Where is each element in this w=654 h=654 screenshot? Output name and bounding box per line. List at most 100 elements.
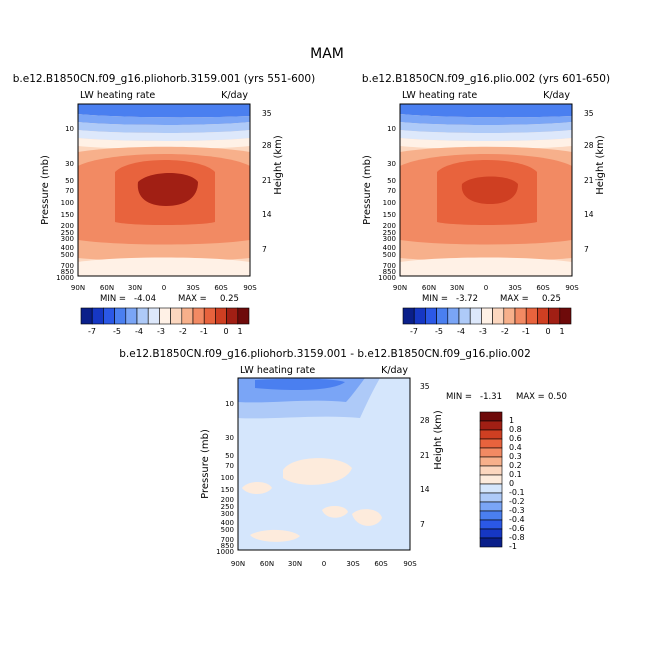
panel-c-colorbar-swatch <box>479 474 503 485</box>
panel-b-colorbar-swatch <box>436 307 449 325</box>
panel-a: b.e12.B1850CN.f09_g16.pliohorb.3159.001 … <box>13 73 315 336</box>
panel-c-colorbar-swatch <box>479 465 503 476</box>
panel-a-colorbar-swatch <box>114 307 127 325</box>
panel-b-p-tick: 10 <box>387 125 396 133</box>
panel-c-p-tick: 1000 <box>216 548 234 556</box>
panel-b-colorbar-swatch <box>402 307 415 325</box>
panel-c-colorbar-swatch <box>479 501 503 512</box>
panel-c-p-tick: 10 <box>225 400 234 408</box>
season-title: MAM <box>310 46 344 62</box>
panel-a-h-tick: 21 <box>262 176 272 185</box>
panel-a-colorbar-swatch <box>91 307 104 325</box>
panel-b-x-tick: 30N <box>450 284 464 292</box>
panel-b-x-tick: 90N <box>393 284 407 292</box>
panel-b-colorbar-swatch <box>447 307 460 325</box>
panel-b-colorbar-swatch <box>458 307 471 325</box>
panel-c-cb-label: 1 <box>509 416 514 425</box>
panel-c: b.e12.B1850CN.f09_g16.pliohorb.3159.001 … <box>119 348 567 568</box>
panel-b-p-tick: 100 <box>383 199 396 207</box>
panel-a-p-tick: 200 <box>61 222 74 230</box>
panel-b-cb-label: 0 <box>545 327 550 336</box>
panel-b-x-tick: 60S <box>536 284 550 292</box>
panel-b-ylabel: Pressure (mb) <box>362 155 373 225</box>
panel-a-p-tick: 250 <box>61 229 74 237</box>
panel-a-x-tick: 90N <box>71 284 85 292</box>
panel-c-min-value: -1.31 <box>480 392 502 402</box>
panel-c-colorbar-swatch <box>479 492 503 503</box>
panel-b-h-ticks: 35 28 21 14 7 <box>584 109 594 254</box>
panel-b-x-ticks: 90N 60N 30N 0 30S 60S 90S <box>393 284 579 292</box>
panel-c-x-ticks: 90N 60N 30N 0 30S 60S 90S <box>231 560 417 568</box>
panel-c-colorbar-swatch <box>479 528 503 539</box>
panel-c-x-tick: 30S <box>346 560 360 568</box>
panel-a-stats: MIN = -4.04 MAX = 0.25 <box>100 294 239 304</box>
panel-a-colorbar-swatch <box>125 307 138 325</box>
panel-c-cb-label: 0 <box>509 479 514 488</box>
panel-a-x-tick: 90S <box>243 284 257 292</box>
panel-b-p-tick: 150 <box>383 211 396 219</box>
panel-b-cb-label: -3 <box>479 327 487 336</box>
panel-a-cb-label: -4 <box>135 327 143 336</box>
panel-a-colorbar-swatch <box>226 307 239 325</box>
panel-b-colorbar-swatch <box>514 307 527 325</box>
panel-a-colorbar-swatch <box>103 307 115 325</box>
panel-c-title: b.e12.B1850CN.f09_g16.pliohorb.3159.001 … <box>119 348 531 360</box>
panel-c-cb-label: 0.2 <box>509 461 522 470</box>
panel-c-ylabel-right: Height (km) <box>433 410 444 470</box>
panel-b-colorbar-labels: -7 -5 -4 -3 -2 -1 0 1 <box>410 327 565 336</box>
panel-b-colorbar-swatch <box>525 307 538 325</box>
panel-a-cb-label: -1 <box>200 327 208 336</box>
panel-b: b.e12.B1850CN.f09_g16.plio.002 (yrs 601-… <box>362 73 610 336</box>
panel-b-cb-label: -5 <box>435 327 443 336</box>
panel-b-colorbar <box>402 307 572 325</box>
panel-c-colorbar-swatch <box>479 537 503 548</box>
panel-b-x-tick: 60N <box>422 284 436 292</box>
panel-b-p-ticks: 10 30 50 70 100 150 200 250 300 400 500 … <box>378 125 396 282</box>
panel-b-fill-top4 <box>400 130 572 141</box>
panel-a-colorbar <box>80 307 250 325</box>
panel-a-p-tick: 50 <box>65 177 74 185</box>
panel-c-colorbar-labels: 1 0.8 0.6 0.4 0.3 0.2 0.1 0 -0.1 -0.2 -0… <box>509 416 525 551</box>
panel-a-colorbar-swatch <box>181 307 194 325</box>
panel-b-colorbar-swatch <box>537 307 549 325</box>
panel-b-fill-top1 <box>400 104 572 118</box>
panel-b-p-tick: 300 <box>383 235 396 243</box>
panel-a-p-tick: 300 <box>61 235 74 243</box>
panel-c-frame <box>237 377 411 551</box>
panel-b-frame <box>399 103 573 277</box>
panel-a-colorbar-labels: -7 -5 -4 -3 -2 -1 0 1 <box>88 327 243 336</box>
panel-b-colorbar-swatch <box>481 307 493 325</box>
panel-b-colorbar-swatch <box>503 307 516 325</box>
panel-c-cb-label: -0.2 <box>509 497 525 506</box>
panel-a-h-ticks: 35 28 21 14 7 <box>262 109 272 254</box>
panel-a-colorbar-swatch <box>147 307 160 325</box>
panel-c-p-tick: 50 <box>225 452 234 460</box>
panel-a-colorbar-swatch <box>215 307 227 325</box>
panel-b-contours <box>400 104 572 276</box>
panel-b-colorbar-swatch <box>548 307 561 325</box>
panel-c-p-tick: 400 <box>221 519 234 527</box>
panel-c-cb-label: 0.3 <box>509 452 522 461</box>
panel-a-units: K/day <box>221 90 248 101</box>
panel-c-h-tick: 21 <box>420 451 430 460</box>
panel-b-fill-top3 <box>400 122 572 133</box>
panel-c-contours <box>238 378 410 550</box>
panel-a-p-tick: 10 <box>65 125 74 133</box>
panel-c-cb-label: 0.6 <box>509 434 522 443</box>
panel-c-cb-label: -0.1 <box>509 488 525 497</box>
panel-a-x-tick: 30S <box>186 284 200 292</box>
panel-b-cb-label: 1 <box>559 327 564 336</box>
panel-b-x-tick: 90S <box>565 284 579 292</box>
panel-a-p-tick: 850 <box>61 268 74 276</box>
panel-c-h-ticks: 35 28 21 14 7 <box>420 382 430 529</box>
panel-c-cb-label: 0.4 <box>509 443 522 452</box>
panel-b-colorbar-swatch <box>469 307 482 325</box>
panel-c-colorbar-swatch <box>479 447 503 458</box>
panel-c-colorbar <box>479 411 503 548</box>
panel-a-h-tick: 14 <box>262 210 272 219</box>
panel-c-fill-pos1 <box>283 458 352 485</box>
panel-c-colorbar-swatch <box>479 510 503 521</box>
panel-c-x-tick: 0 <box>322 560 326 568</box>
panel-c-colorbar-swatch <box>479 519 503 530</box>
